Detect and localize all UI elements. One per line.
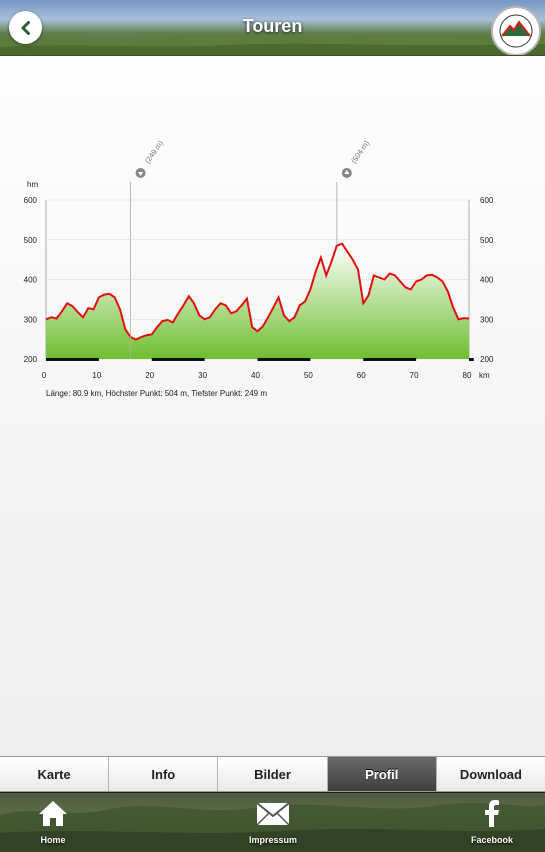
home-label: Home <box>40 835 66 845</box>
elevation-profile-chart: 200 200 300 300 400 400 500 500 600 600 0 10 20 30 40 5… <box>0 130 545 410</box>
x-tick-label: 80 <box>463 371 472 380</box>
y-tick-label-left: 400 <box>24 276 38 285</box>
tab-download[interactable]: Download <box>436 757 545 791</box>
x-tick-label: 70 <box>410 371 419 380</box>
tab-bilder[interactable]: Bilder <box>218 757 328 791</box>
tab-karte[interactable]: Karte <box>0 757 110 791</box>
elevation-profile-svg: 200 200 300 300 400 400 500 500 600 600 0 10 20 30 40 5… <box>24 138 494 380</box>
home-button[interactable]: Home <box>13 799 93 845</box>
facebook-button[interactable]: Facebook <box>452 799 532 845</box>
vulkan-vogelsberg-logo[interactable] <box>491 6 541 55</box>
impressum-button[interactable]: Impressum <box>233 799 313 845</box>
y-tick-label-right: 400 <box>480 276 494 285</box>
y-tick-label-left: 500 <box>24 236 38 245</box>
y-unit-label: hm <box>27 180 38 189</box>
x-tick-label: 0 <box>42 371 47 380</box>
tab-info[interactable]: Info <box>109 757 219 791</box>
x-tick-label: 60 <box>357 371 366 380</box>
home-icon <box>39 801 67 826</box>
y-tick-label-left: 300 <box>24 315 38 324</box>
distance-band <box>257 358 311 361</box>
y-tick-label-left: 200 <box>24 355 38 364</box>
footer-bar: Home Impressum Facebook <box>0 792 545 852</box>
facebook-icon <box>485 800 499 827</box>
y-tick-label-right: 300 <box>480 315 494 324</box>
tab-bar: Karte Info Bilder Profil Download <box>0 756 545 792</box>
envelope-icon <box>256 802 290 826</box>
y-tick-label-right: 200 <box>480 355 494 364</box>
x-tick-label: 20 <box>145 371 154 380</box>
chevron-left-icon <box>21 20 30 35</box>
max-point-marker[interactable]: (504 m) <box>336 138 372 244</box>
distance-band <box>469 358 474 361</box>
impressum-label: Impressum <box>248 835 298 845</box>
distance-band <box>46 358 99 361</box>
x-unit-label: km <box>479 371 490 380</box>
elevation-line <box>45 242 470 341</box>
x-tick-label: 10 <box>92 371 101 380</box>
header-bar: Touren <box>0 0 545 56</box>
profile-summary: Länge: 80.9 km, Höchster Punkt: 504 m, T… <box>46 389 267 398</box>
footer-landscape <box>0 803 545 852</box>
x-tick-label: 40 <box>251 371 260 380</box>
x-tick-label: 30 <box>198 371 207 380</box>
x-tick-label: 50 <box>304 371 313 380</box>
y-tick-label-right: 600 <box>480 196 494 205</box>
distance-band <box>151 358 205 361</box>
distance-band <box>363 358 417 361</box>
max-point-label: (504 m) <box>349 138 371 165</box>
back-button[interactable] <box>9 11 42 44</box>
header-landscape <box>0 34 545 55</box>
tab-profil[interactable]: Profil <box>327 757 437 791</box>
y-tick-label-right: 500 <box>480 236 494 245</box>
logo-graphic <box>499 14 533 48</box>
facebook-label: Facebook <box>470 835 513 845</box>
page-title: Touren <box>242 16 303 36</box>
elevation-area <box>46 243 469 359</box>
min-point-label: (249 m) <box>143 138 165 165</box>
y-tick-label-left: 600 <box>24 196 38 205</box>
